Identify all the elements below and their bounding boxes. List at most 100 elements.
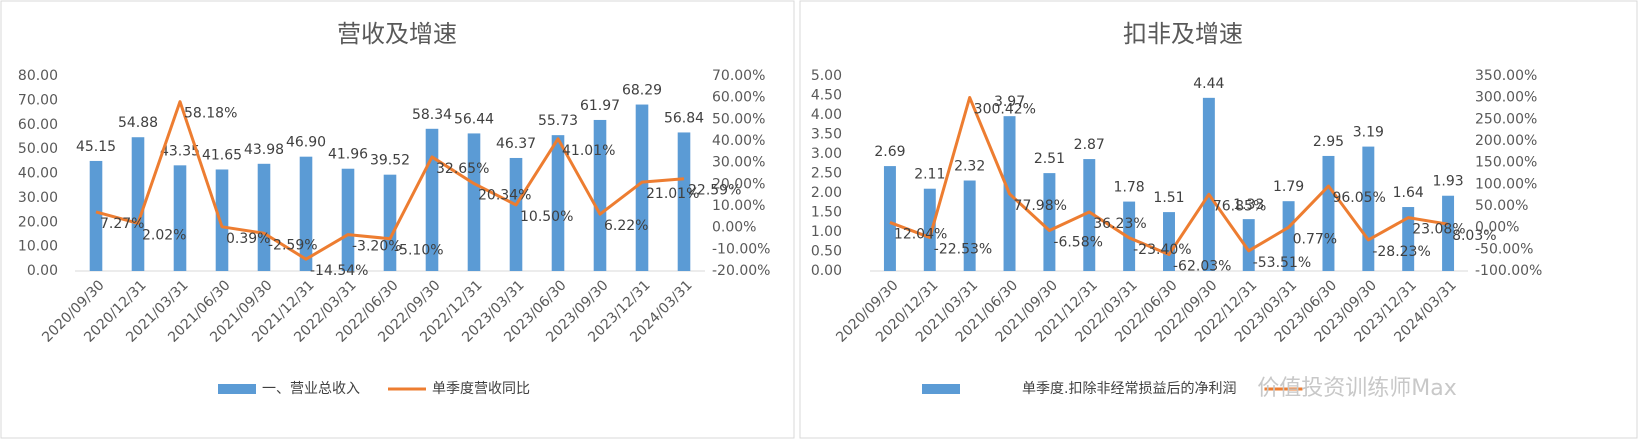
- bar-value-label: 43.35: [160, 143, 200, 159]
- y2-tick-label: 300.00%: [1475, 90, 1537, 106]
- chart-title: 扣非及增速: [1123, 20, 1243, 48]
- line-value-label: 10.50%: [520, 209, 573, 225]
- line-value-label: 7.27%: [100, 216, 144, 232]
- y-tick-label: 40.00: [18, 166, 58, 182]
- bar: [1083, 159, 1096, 271]
- bar-value-label: 1.51: [1153, 190, 1184, 206]
- bar: [1322, 155, 1335, 271]
- legend-label: 单季度营收同比: [432, 381, 530, 397]
- y-tick-label: 3.50: [811, 127, 842, 143]
- y2-tick-label: 20.00%: [712, 176, 765, 192]
- bar-value-label: 68.29: [622, 83, 662, 99]
- bar: [509, 157, 523, 271]
- y2-tick-label: -100.00%: [1475, 263, 1542, 279]
- bar: [383, 174, 397, 271]
- bar-value-label: 2.69: [874, 144, 905, 160]
- line-value-label: 23.08%: [1412, 222, 1465, 238]
- y2-tick-label: 50.00%: [1475, 198, 1528, 214]
- y-tick-label: 60.00: [18, 117, 58, 133]
- y2-tick-label: 200.00%: [1475, 133, 1537, 149]
- bar-value-label: 2.87: [1074, 137, 1105, 153]
- line-value-label: 20.34%: [478, 188, 531, 204]
- bar: [1282, 201, 1295, 271]
- bar-value-label: 1.93: [1432, 174, 1463, 190]
- panel-border: [799, 0, 1638, 439]
- bar-value-label: 56.44: [454, 111, 494, 127]
- bar-value-label: 43.98: [244, 142, 284, 158]
- bar-value-label: 56.84: [664, 110, 704, 126]
- y2-tick-label: 250.00%: [1475, 111, 1537, 127]
- y-tick-label: 10.00: [18, 239, 58, 255]
- bar-value-label: 45.15: [76, 139, 116, 155]
- line-value-label: 300.42%: [974, 101, 1036, 117]
- bar: [1402, 207, 1415, 271]
- bar: [677, 132, 691, 271]
- y2-tick-label: 10.00%: [712, 198, 765, 214]
- bar-value-label: 46.90: [286, 135, 326, 151]
- bar: [1442, 195, 1455, 271]
- legend-label: 单季度.扣除非经常损益后的净利润: [1022, 381, 1236, 397]
- bar-value-label: 2.11: [914, 167, 945, 183]
- bar-value-label: 3.97: [994, 94, 1025, 110]
- y2-tick-label: 150.00%: [1475, 155, 1537, 171]
- line-value-label: 96.05%: [1332, 190, 1385, 206]
- y2-tick-label: -20.00%: [712, 263, 770, 279]
- y-tick-label: 70.00: [18, 92, 58, 108]
- watermark: 价值投资训练师Max: [1257, 376, 1456, 401]
- bar-value-label: 41.65: [202, 147, 242, 163]
- line-value-label: -28.23%: [1372, 244, 1430, 260]
- bar: [1043, 173, 1056, 271]
- y2-tick-label: 0.00%: [1475, 220, 1519, 236]
- line-value-label: 0.39%: [226, 231, 270, 247]
- y-tick-label: 0.00: [811, 263, 842, 279]
- bar: [1242, 219, 1255, 271]
- y2-tick-label: 40.00%: [712, 133, 765, 149]
- bar: [551, 135, 565, 271]
- bar: [593, 119, 607, 272]
- bar: [467, 133, 481, 271]
- bar-value-label: 54.88: [118, 115, 158, 131]
- y2-tick-label: -10.00%: [712, 241, 770, 257]
- y-tick-label: 1.50: [811, 205, 842, 221]
- bar: [883, 166, 896, 271]
- line-value-label: -2.59%: [268, 237, 318, 253]
- line-value-label: -23.40%: [1133, 242, 1191, 258]
- y-tick-label: 5.00: [811, 68, 842, 84]
- y2-tick-label: 60.00%: [712, 90, 765, 106]
- line-value-label: -6.58%: [1053, 235, 1103, 251]
- y-tick-label: 2.00: [811, 185, 842, 201]
- line-value-label: 77.98%: [1014, 198, 1067, 214]
- y-tick-label: 0.00: [27, 263, 58, 279]
- line-value-label: -53.51%: [1253, 255, 1311, 271]
- bar-value-label: 2.95: [1313, 134, 1344, 150]
- y-tick-label: 2.50: [811, 166, 842, 182]
- line-value-label: 21.01%: [646, 186, 699, 202]
- y-tick-label: 30.00: [18, 190, 58, 206]
- y-tick-label: 4.50: [811, 88, 842, 104]
- line-value-label: -22.53%: [934, 241, 992, 257]
- bar: [299, 156, 313, 271]
- y2-tick-label: -50.00%: [1475, 241, 1533, 257]
- bar-value-label: 4.44: [1193, 76, 1224, 92]
- line-value-label: 41.01%: [562, 143, 615, 159]
- y-tick-label: 3.00: [811, 146, 842, 162]
- bar-value-label: 55.73: [538, 113, 578, 129]
- y2-tick-label: 30.00%: [712, 155, 765, 171]
- line-value-label: 12.04%: [894, 226, 947, 242]
- line-value-label: 36.23%: [1093, 216, 1146, 232]
- line-value-label: 0.77%: [1293, 231, 1337, 247]
- bar-value-label: 41.96: [328, 147, 368, 163]
- line-value-label: -62.03%: [1173, 259, 1231, 275]
- bar-value-label: 39.52: [370, 153, 410, 169]
- legend-label: 一、营业总收入: [262, 381, 360, 397]
- y2-tick-label: 70.00%: [712, 68, 765, 84]
- line-value-label: -3.20%: [352, 239, 402, 255]
- bar-value-label: 2.32: [954, 159, 985, 175]
- bar: [89, 160, 103, 271]
- line: [95, 100, 685, 261]
- bar-value-label: 46.37: [496, 136, 536, 152]
- y2-tick-label: 350.00%: [1475, 68, 1537, 84]
- y2-tick-label: 50.00%: [712, 111, 765, 127]
- bar: [341, 168, 355, 271]
